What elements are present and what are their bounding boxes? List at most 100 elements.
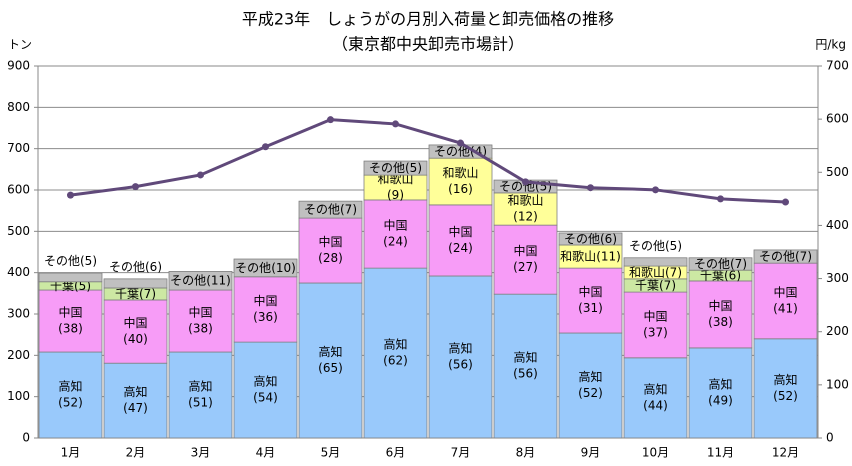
segment-name: 千葉: [635, 278, 659, 292]
segment-share: (47): [123, 401, 148, 415]
segment-label: その他(6): [109, 259, 162, 273]
segment-share: (54): [253, 391, 278, 405]
segment-name: 千葉: [115, 286, 139, 300]
segment-share: (28): [318, 251, 343, 265]
price-marker: [67, 191, 74, 199]
y2-tick-label: 100: [826, 377, 849, 391]
y-tick-label: 200: [7, 348, 30, 362]
segment-share: (7): [795, 249, 812, 263]
segment-label: 千葉(7): [115, 286, 156, 300]
segment-label: 和歌山(11): [560, 248, 621, 263]
bar-segment: [38, 272, 103, 283]
segment-name: その他: [564, 231, 600, 245]
segment-name: 中国: [383, 218, 407, 233]
bar-segment: [38, 289, 103, 353]
bar-segment: [363, 160, 428, 176]
segment-name: その他: [235, 260, 271, 274]
segment-name: 和歌山: [507, 193, 543, 208]
segment-name: 中国: [643, 308, 667, 323]
bar-segment: [233, 276, 298, 343]
bar-segment: [168, 271, 233, 291]
y2-tick-label: 300: [826, 271, 849, 285]
segment-label: 千葉(7): [635, 278, 676, 292]
y2-tick-label: 0: [826, 431, 834, 445]
y-tick-label: 400: [7, 265, 30, 279]
segment-label: その他(7): [759, 249, 812, 263]
segment-label: 和歌山(7): [629, 264, 682, 279]
segment-share: (38): [188, 322, 213, 336]
segment-share: (12): [513, 210, 538, 224]
bar-segment: [233, 341, 298, 439]
bar-segment: [428, 157, 493, 206]
y2-tick-label: 400: [826, 218, 849, 232]
segment-name: 高知: [188, 379, 212, 394]
segment-share: (52): [578, 386, 603, 400]
segment-share: (38): [708, 315, 733, 329]
segment-label: 千葉(6): [700, 268, 741, 282]
segment-share: (10): [271, 260, 296, 274]
bar-segment: [103, 278, 168, 289]
bar-segment: [298, 217, 363, 284]
y-tick-label: 300: [7, 307, 30, 321]
segment-name: 中国: [773, 284, 797, 299]
segment-share: (36): [253, 310, 278, 324]
price-marker: [392, 120, 399, 128]
segment-name: 中国: [578, 284, 602, 299]
segment-name: 中国: [708, 298, 732, 313]
y2-tick-label: 200: [826, 324, 849, 338]
segment-share: (7): [659, 278, 676, 292]
segment-share: (7): [665, 265, 682, 279]
segment-label: その他(5): [369, 161, 422, 175]
segment-name: その他: [629, 238, 665, 252]
segment-share: (40): [123, 332, 148, 346]
price-marker: [132, 183, 139, 191]
segment-name: 中国: [188, 305, 212, 320]
bar-segment: [493, 224, 558, 295]
segment-share: (6): [724, 268, 741, 282]
segment-name: その他: [369, 161, 405, 175]
segment-name: 高知: [253, 374, 277, 389]
segment-share: (4): [470, 144, 487, 158]
bar-segment: [428, 204, 493, 277]
segment-share: (7): [139, 286, 156, 300]
segment-name: その他: [304, 202, 340, 216]
segment-share: (52): [773, 389, 798, 403]
price-marker: [717, 195, 724, 203]
x-tick-label: 10月: [642, 446, 669, 460]
segment-name: 中国: [513, 243, 537, 258]
bar-segment: [623, 357, 688, 439]
price-marker: [262, 143, 269, 151]
segment-name: 中国: [253, 293, 277, 308]
bar-segment: [623, 257, 688, 267]
segment-share: (11): [206, 273, 231, 287]
chart-title: 平成23年 しょうがの月別入荷量と卸売価格の推移: [242, 10, 614, 29]
segment-share: (44): [643, 398, 668, 412]
segment-share: (41): [773, 301, 798, 315]
bar-segment: [688, 257, 753, 271]
price-marker: [327, 116, 334, 124]
segment-label: その他(10): [235, 260, 296, 274]
segment-name: その他: [694, 256, 730, 270]
bar-segment: [363, 174, 428, 201]
segment-share: (7): [730, 256, 747, 270]
segment-share: (5): [665, 238, 682, 252]
segment-name: 高知: [58, 379, 82, 394]
x-tick-label: 11月: [707, 446, 734, 460]
segment-name: 高知: [578, 369, 602, 384]
segment-share: (51): [188, 396, 213, 410]
segment-label: その他(7): [694, 256, 747, 270]
segment-label: その他(4): [434, 144, 487, 158]
x-tick-label: 2月: [126, 446, 146, 460]
segment-share: (65): [318, 361, 343, 375]
bar-segment: [753, 338, 818, 439]
x-tick-label: 8月: [516, 446, 536, 460]
segment-name: 高知: [773, 372, 797, 387]
price-line: [70, 118, 786, 204]
y2-tick-label: 700: [826, 59, 849, 73]
segment-share: (27): [513, 260, 538, 274]
segment-name: その他: [170, 273, 206, 287]
segment-share: (49): [708, 393, 733, 407]
bar-segment: [38, 351, 103, 439]
y-tick-label: 500: [7, 224, 30, 238]
segment-name: 中国: [448, 224, 472, 239]
